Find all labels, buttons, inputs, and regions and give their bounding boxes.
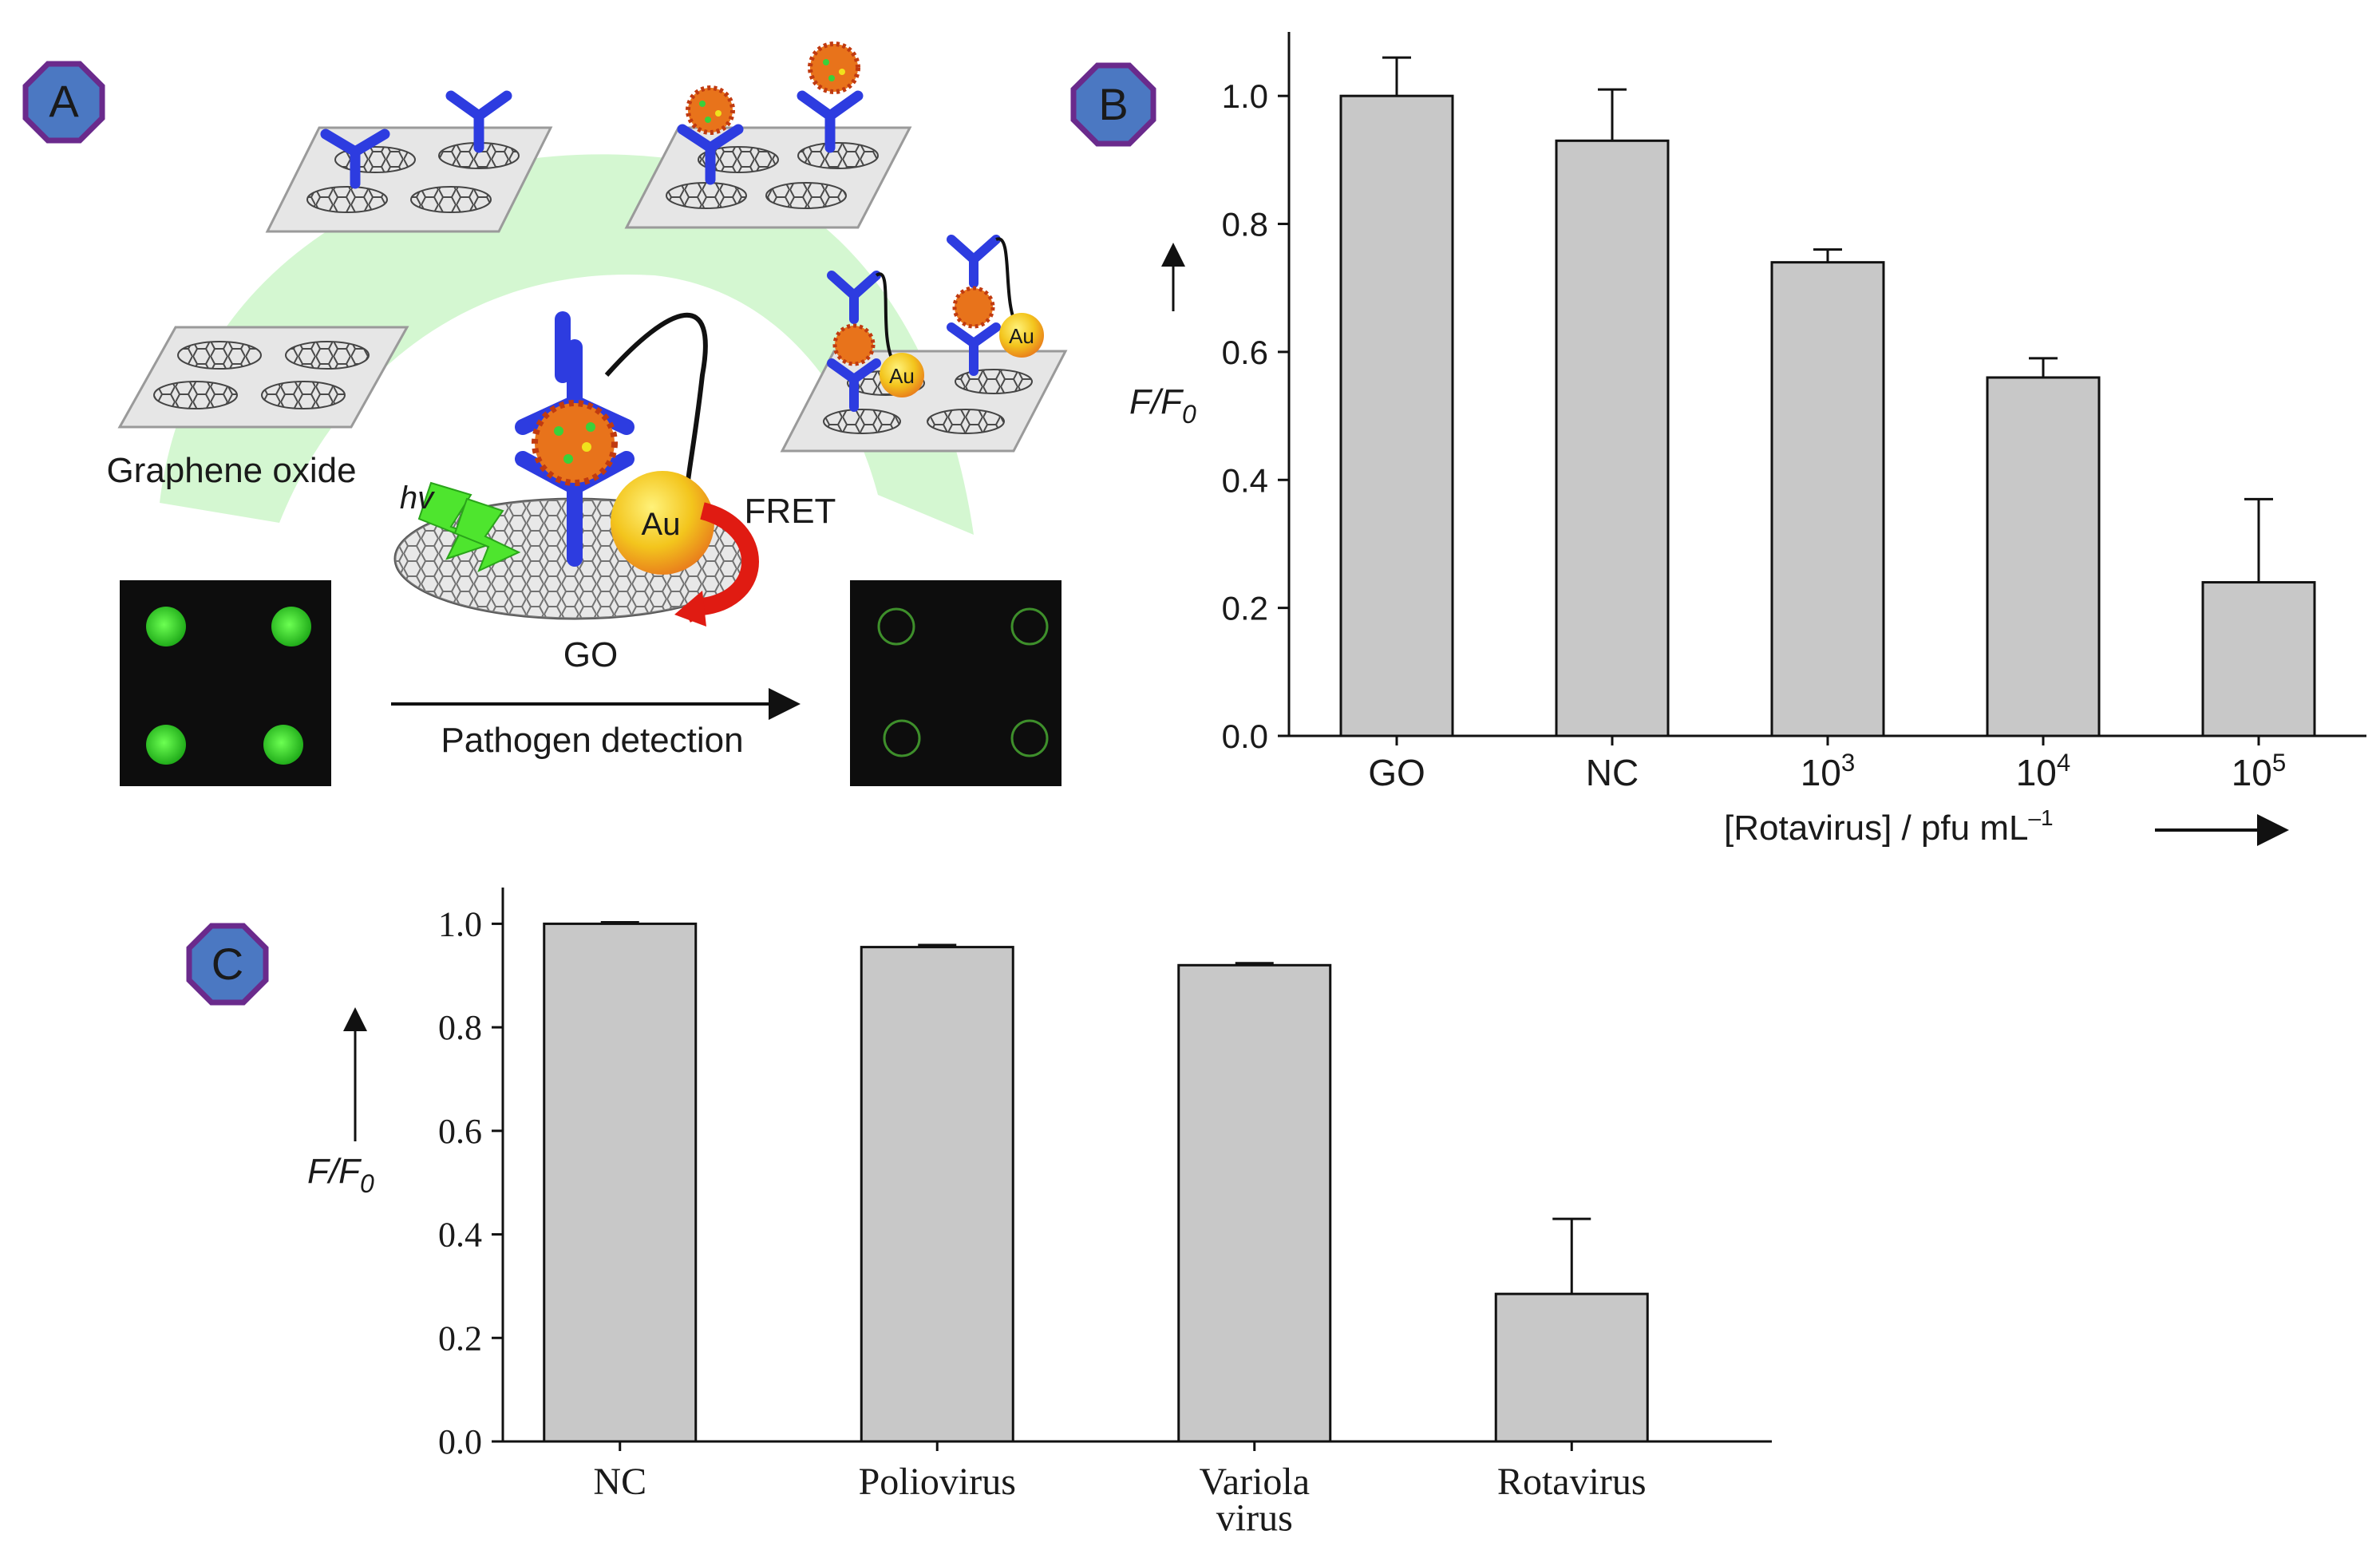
gold-label: Au	[642, 507, 681, 542]
panel-b-ylabel-sub: 0	[1182, 400, 1196, 429]
graphene-oxide-label: Graphene oxide	[106, 451, 356, 490]
svg-text:[Rotavirus] / pfu mL–1: [Rotavirus] / pfu mL–1	[1724, 805, 2054, 848]
panel-c-plot: 0.0 0.2 0.4 0.6 0.8 1.0 NC Poliovirus Variola vir…	[438, 888, 1772, 1540]
panel-b-xtick-base: 10	[1801, 752, 1841, 793]
panel-b-xtick-label: 104	[2016, 749, 2071, 793]
panel-b-xtick-base: 10	[2232, 752, 2272, 793]
panel-b-ytick-label: 0.0	[1222, 718, 1268, 755]
panel-b-xtick-base: 10	[2016, 752, 2057, 793]
antibody-icon	[445, 90, 512, 153]
panel-c-ylabel-main: F/F	[307, 1152, 362, 1191]
go-label: GO	[563, 635, 618, 674]
panel-c-ylabel: F/F0	[307, 1007, 374, 1198]
panel-c-xtick-label: Variola virus	[1199, 1461, 1310, 1540]
fret-label: FRET	[745, 492, 836, 531]
panel-b-ytick-label: 0.8	[1222, 206, 1268, 243]
panel-c-bar	[1177, 963, 1332, 1443]
panel-b-ytick-label: 0.6	[1222, 334, 1268, 371]
panel-c-xtick-line1: NC	[593, 1461, 646, 1503]
panel-c-ytick-label: 0.8	[438, 1008, 482, 1047]
antibody-icon	[797, 90, 864, 153]
panel-b-xtick-label: 105	[2232, 749, 2287, 793]
panel-c-ytick-label: 0.0	[438, 1422, 482, 1461]
panel-c-ylabel-sub: 0	[360, 1169, 374, 1198]
panel-b-bar	[1339, 94, 1454, 737]
panel-b-bar	[1555, 139, 1670, 737]
panel-b-chart: B 0.00.20.40.60.81.0GO NC 103 104 105 F/F0 […	[1070, 32, 2366, 848]
hv-label: hv	[400, 480, 435, 516]
antibody-icon	[677, 124, 744, 185]
light-bolt-icon	[453, 497, 521, 572]
svg-text:F/F0: F/F0	[1129, 382, 1196, 429]
process-arc	[160, 154, 974, 535]
gold-nanoparticle-icon	[880, 353, 924, 397]
panel-b-bar	[1986, 376, 2101, 737]
rotavirus-icon	[952, 286, 995, 329]
panel-b-xtick-label: GO	[1368, 752, 1425, 793]
gold-nanoparticle-icon	[611, 471, 714, 575]
panel-c-xtick-line1: Variola	[1199, 1461, 1310, 1503]
panel-c-ytick-label: 0.2	[438, 1319, 482, 1358]
panel-b-xtick-sup: 5	[2272, 749, 2286, 777]
panel-a-label: A	[49, 76, 79, 126]
antibody-icon	[320, 129, 390, 189]
panel-c-xtick-line1: Rotavirus	[1497, 1461, 1647, 1503]
antibody-icon	[827, 235, 1001, 412]
panel-b-xtick-sup: 3	[1841, 749, 1855, 777]
panel-c-ytick-label: 0.6	[438, 1112, 482, 1151]
panel-c-xtick-line1: Poliovirus	[859, 1461, 1016, 1503]
graphene-slide-bare	[117, 326, 409, 429]
panel-a-badge: A	[22, 61, 105, 144]
fluorescence-image-before	[120, 580, 331, 786]
panel-c-xtick-line2: virus	[1216, 1497, 1293, 1540]
panel-c-xtick-label: Rotavirus	[1497, 1461, 1647, 1503]
fret-red-arrow	[682, 502, 759, 623]
panel-c-xtick-label: Poliovirus	[859, 1461, 1016, 1503]
panel-b-xlabel: [Rotavirus] / pfu mL–1	[1724, 805, 2289, 848]
panel-b-bar	[2201, 581, 2316, 737]
panel-c-bar	[543, 922, 698, 1443]
panel-c-xtick-label: NC	[593, 1461, 646, 1503]
rotavirus-icon	[532, 400, 618, 486]
panel-b-plot: 0.00.20.40.60.81.0GO NC 103 104 105	[1222, 32, 2366, 793]
panel-c-bar	[860, 946, 1014, 1443]
panel-c-label: C	[212, 939, 243, 989]
gold-label-small: Au	[1009, 324, 1034, 348]
linker-strand	[604, 313, 708, 504]
panel-c-bar	[1494, 1292, 1649, 1443]
panel-b-label: B	[1098, 79, 1128, 129]
panel-b-xlabel-sup: –1	[2028, 805, 2053, 830]
panel-b-xtick-base: NC	[1586, 752, 1639, 793]
panel-a-schematic: A Graphene oxide	[22, 42, 1068, 786]
graphene-slide-virus-bound	[624, 42, 912, 229]
panel-c-ytick-label: 1.0	[438, 904, 482, 943]
graphene-slide-antibody	[265, 90, 553, 233]
graphene-slide-fret: Au Au	[780, 235, 1068, 453]
svg-text:F/F0: F/F0	[307, 1152, 374, 1198]
rotavirus-icon	[808, 42, 860, 94]
panel-b-ytick-label: 0.2	[1222, 590, 1268, 627]
rotavirus-icon	[686, 85, 735, 135]
panel-c-chart: C 0.0 0.2 0.4 0.6 0.8 1.0 NC Poliovirus Variola v…	[186, 888, 1772, 1540]
panel-c-badge: C	[186, 923, 269, 1006]
panel-b-ylabel: F/F0	[1129, 243, 1196, 429]
gold-label-small: Au	[889, 364, 915, 388]
panel-b-badge: B	[1070, 62, 1156, 147]
rotavirus-icon	[832, 323, 876, 366]
panel-b-xtick-sup: 4	[2057, 749, 2070, 777]
panel-b-xtick-label: 103	[1801, 749, 1856, 793]
panel-b-xtick-label: NC	[1586, 752, 1639, 793]
panel-b-xtick-base: GO	[1368, 752, 1425, 793]
panel-b-ytick-label: 1.0	[1222, 77, 1268, 115]
go-detail-illustration: Au	[393, 311, 759, 627]
gold-nanoparticle-icon	[999, 313, 1044, 358]
pathogen-detection-label: Pathogen detection	[441, 721, 743, 760]
panel-b-bar	[1770, 261, 1885, 737]
panel-b-ytick-label: 0.4	[1222, 461, 1268, 499]
panel-b-ylabel-main: F/F	[1129, 382, 1184, 421]
panel-b-xlabel-main: [Rotavirus] / pfu mL	[1724, 809, 2028, 848]
fluorescence-image-after	[850, 580, 1062, 786]
panel-c-ytick-label: 0.4	[438, 1216, 482, 1255]
